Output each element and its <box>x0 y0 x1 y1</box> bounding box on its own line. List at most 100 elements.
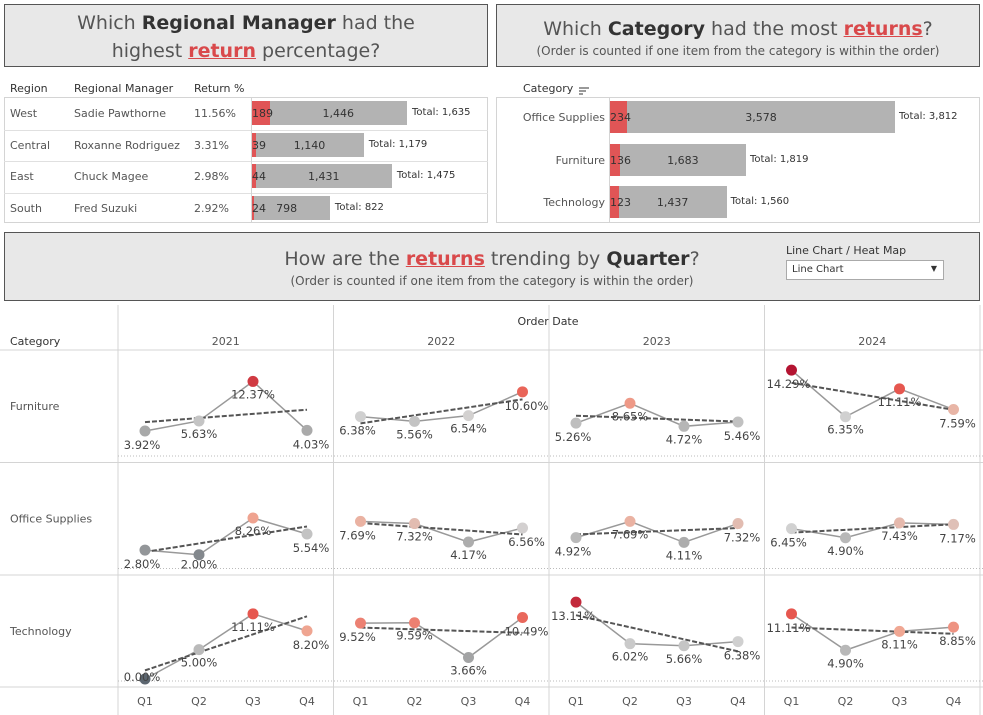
trend-line <box>360 626 523 634</box>
kept-bar <box>610 101 895 133</box>
manager-cell: Fred Suzuki <box>74 201 138 215</box>
data-point <box>517 611 528 623</box>
category-title-box: Which Category had the most returns? (Or… <box>496 4 980 67</box>
data-point <box>193 644 205 656</box>
data-label: 6.54% <box>450 422 487 436</box>
region-cell: East <box>10 170 34 183</box>
data-label: 5.46% <box>724 429 761 443</box>
quarter-tick-label: Q3 <box>461 695 477 708</box>
data-label: 5.56% <box>396 427 433 441</box>
returned-bar <box>252 164 257 188</box>
data-point <box>732 636 744 648</box>
trend-line <box>791 381 954 411</box>
category-cell: Furniture <box>555 153 605 167</box>
data-point <box>678 536 690 548</box>
trend-title-box <box>4 232 980 301</box>
data-label: 6.02% <box>612 650 649 664</box>
kept-bar <box>252 164 392 188</box>
kept-label: 1,446 <box>322 107 354 120</box>
row-divider <box>4 161 488 162</box>
data-label: 6.38% <box>724 649 761 663</box>
data-label: 0.00% <box>124 670 161 684</box>
region-cell: Central <box>10 138 51 152</box>
total-label: Total: 1,560 <box>730 196 790 207</box>
returned-label: 189 <box>252 107 273 120</box>
returned-label: 39 <box>252 138 266 152</box>
data-label: 7.43% <box>881 529 918 543</box>
data-label: 4.03% <box>293 437 330 451</box>
manager-title-line2: highest return percentage? <box>111 40 381 62</box>
data-point <box>624 638 636 650</box>
data-label: 8.65% <box>612 409 649 423</box>
col-header-manager: Regional Manager <box>74 82 174 95</box>
data-label: 5.00% <box>181 656 218 670</box>
quarter-tick-label: Q3 <box>892 695 908 708</box>
manager-return-table: Region Regional Manager Return % West Sad… <box>4 75 488 223</box>
trend-title: How are the returns trending by Quarter?… <box>4 245 980 289</box>
data-point <box>678 420 690 432</box>
data-label: 4.92% <box>555 545 592 559</box>
table-frame <box>4 97 488 223</box>
data-point <box>409 518 420 530</box>
returned-bar <box>610 186 620 218</box>
chart-type-label: Line Chart / Heat Map <box>786 244 907 257</box>
data-point <box>894 517 905 529</box>
kept-label: 1,140 <box>293 138 326 152</box>
data-label: 11.11% <box>767 621 811 635</box>
bar-axis <box>609 97 610 223</box>
data-label: 12.37% <box>231 387 275 401</box>
data-label: 11.11% <box>878 395 922 409</box>
manager-cell: Roxanne Rodriguez <box>74 138 180 152</box>
return-pct-cell: 3.31% <box>194 138 229 152</box>
data-label: 6.45% <box>770 536 807 550</box>
kept-bar <box>610 143 746 176</box>
data-point <box>139 544 151 556</box>
series-line <box>360 616 523 659</box>
trend-chart: Order Date Category 2021 2022 2023 2024 Furnit… <box>0 305 983 715</box>
data-point <box>463 536 474 548</box>
manager-cell: Sadie Pawthorne <box>74 107 166 120</box>
data-label: 5.63% <box>181 427 218 441</box>
series-line <box>144 380 308 432</box>
data-point <box>570 532 582 544</box>
data-label: 4.90% <box>827 656 864 670</box>
series-line <box>575 601 739 647</box>
data-point <box>840 644 851 656</box>
data-point <box>786 364 797 376</box>
kept-bar <box>252 195 330 220</box>
data-label: 14.29% <box>767 377 811 391</box>
category-axis-header: Category <box>10 335 61 348</box>
data-label: 3.92% <box>124 438 161 452</box>
chart-type-dropdown[interactable]: Line Chart ▼ <box>786 260 944 280</box>
trend-line <box>791 626 954 635</box>
trend-line <box>791 523 954 534</box>
data-point <box>463 652 474 664</box>
return-pct-cell: 2.92% <box>194 201 229 215</box>
category-row-label: Technology <box>9 625 72 638</box>
returned-label: 44 <box>252 170 266 183</box>
data-point <box>948 518 959 530</box>
category-title: Which Category had the most returns? <box>543 18 933 40</box>
data-label: 2.80% <box>124 557 161 571</box>
returned-label: 234 <box>610 111 631 124</box>
trend-line <box>360 521 523 536</box>
trend-line <box>575 614 739 653</box>
year-header: 2021 <box>212 335 240 348</box>
data-label: 10.49% <box>505 624 549 638</box>
col-header-region: Region <box>10 82 48 95</box>
quarter-tick-label: Q1 <box>137 695 153 708</box>
returned-label: 136 <box>610 153 631 167</box>
sort-icon[interactable] <box>578 85 589 95</box>
data-point <box>570 596 582 608</box>
data-label: 9.52% <box>339 630 376 644</box>
data-label: 8.11% <box>881 637 918 651</box>
return-pct-cell: 11.56% <box>194 107 236 120</box>
returned-bar <box>252 195 255 220</box>
data-label: 9.59% <box>396 629 433 643</box>
data-point <box>463 410 474 422</box>
data-point <box>301 424 313 436</box>
quarter-tick-label: Q1 <box>784 695 800 708</box>
data-point <box>247 375 259 387</box>
total-label: Total: 1,179 <box>368 138 428 150</box>
data-label: 4.72% <box>666 432 703 446</box>
